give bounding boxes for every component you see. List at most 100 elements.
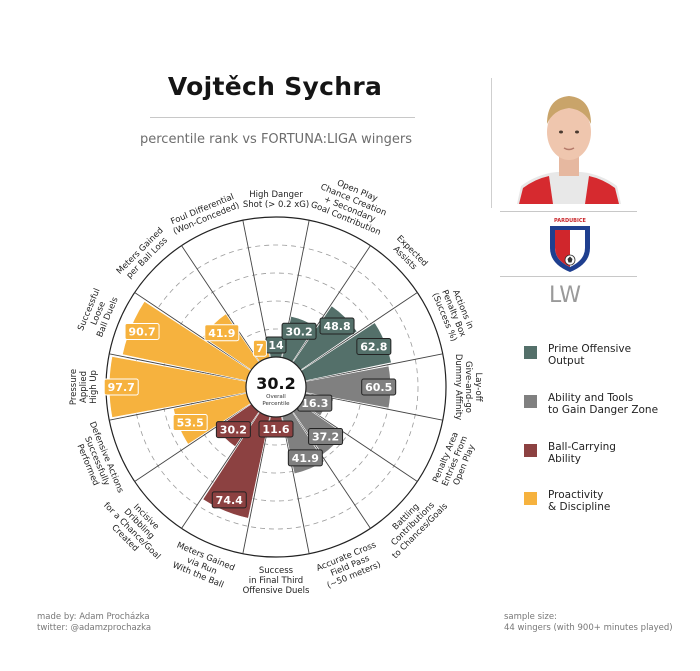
value-label-text: 60.5	[365, 381, 392, 394]
radar-spoke	[300, 292, 418, 371]
value-label: 11.6	[258, 420, 294, 438]
value-label-text: 90.7	[128, 326, 155, 339]
crest-text: PARDUBICE	[554, 218, 586, 224]
credit-author: made by: Adam Procházka	[37, 612, 150, 622]
category-label-line: Lay-off	[473, 372, 483, 402]
category-label: Foul Differential(Won-Conceded)	[169, 192, 240, 237]
radar-spoke	[281, 416, 310, 554]
radar-spoke	[109, 392, 247, 421]
overall-percentile-value: 30.2	[256, 374, 295, 393]
legend-label: Ability and Tools to Gain Danger Zone	[548, 392, 659, 416]
player-position: LW	[549, 283, 581, 308]
value-label: 30.2	[215, 421, 251, 439]
credit: made by: Adam Procházka twitter: @adamzp…	[37, 612, 151, 634]
radar-spoke	[305, 353, 443, 382]
value-label-box	[361, 378, 397, 396]
radar-spoke	[134, 292, 252, 371]
value-label: 7	[252, 339, 267, 357]
radar-spoke	[300, 403, 418, 482]
category-label-line: Success	[259, 566, 294, 576]
overall-percentile-label: Overall	[266, 394, 286, 400]
value-label-box	[252, 339, 267, 357]
pardubice-crest-icon: PARDUBICE	[550, 218, 590, 272]
value-label-box	[281, 322, 317, 340]
radar-spoke	[292, 245, 371, 363]
value-label-text: 41.9	[208, 327, 235, 340]
category-label-line: Dummy Affinity	[453, 354, 463, 420]
value-label: 62.8	[356, 337, 392, 355]
legend-label: Prime Offensive Output	[548, 343, 632, 367]
legend-label: Proactivity & Discipline	[548, 489, 611, 513]
value-label: 74.4	[211, 491, 247, 509]
value-label-box	[287, 449, 323, 467]
category-label-line: Offensive Duels	[243, 586, 310, 596]
value-label: 37.2	[308, 428, 344, 446]
player-photo-icon	[513, 74, 625, 204]
value-label-box	[211, 491, 247, 509]
value-label-text: 30.2	[285, 325, 312, 338]
value-label-text: 62.8	[360, 340, 387, 353]
photo-divider	[500, 211, 637, 212]
value-label: 97.7	[103, 378, 139, 396]
value-label: 16.3	[297, 394, 333, 412]
value-label-box	[356, 337, 392, 355]
category-label-line: High Danger	[249, 190, 303, 200]
value-label: 41.9	[204, 324, 240, 342]
title-divider	[150, 117, 415, 118]
value-label-box	[172, 414, 208, 432]
value-label: 53.5	[172, 414, 208, 432]
value-label-text: 48.8	[323, 320, 350, 333]
radar-spoke	[242, 416, 271, 554]
category-label-line: Applied	[79, 371, 89, 403]
crest-divider	[500, 276, 637, 277]
radar-spoke	[134, 403, 252, 482]
legend-swatch	[524, 346, 537, 359]
value-label-box	[258, 420, 294, 438]
category-label-line: Shot (> 0.2 xG)	[243, 200, 309, 210]
radar-spoke	[181, 245, 260, 363]
center-hub	[245, 356, 307, 418]
value-label: 41.9	[287, 449, 323, 467]
radar-spoke	[242, 220, 271, 358]
category-label-line: Give-and-go	[463, 361, 473, 413]
value-label-text: 16.3	[301, 397, 328, 410]
category-label: Pressure Applied High Up	[69, 369, 99, 405]
value-label-box	[319, 317, 355, 335]
sample-size-label: sample size:	[504, 612, 557, 622]
value-label-text: 41.9	[292, 452, 319, 465]
value-label-box	[103, 378, 139, 396]
value-label-box	[124, 323, 160, 341]
value-label-box	[215, 421, 251, 439]
page-title: Vojtěch Sychra	[167, 72, 383, 101]
value-label-text: 11.6	[262, 423, 289, 436]
value-label: 30.2	[281, 322, 317, 340]
value-label: 90.7	[124, 323, 160, 341]
legend-swatch	[524, 395, 537, 408]
radar-spoke	[109, 353, 247, 382]
category-label-line: in Final Third	[249, 576, 303, 586]
category-label-line: Pressure	[69, 369, 79, 405]
value-label-text: 74.4	[216, 494, 243, 507]
value-label-box	[204, 324, 240, 342]
value-label: 60.5	[361, 378, 397, 396]
legend-swatch	[524, 444, 537, 457]
value-label-box	[308, 428, 344, 446]
overall-percentile-label: Percentile	[262, 401, 290, 407]
legend-swatch	[524, 492, 537, 505]
credit-twitter: twitter: @adamzprochazka	[37, 623, 152, 633]
value-label-text: 37.2	[312, 431, 339, 444]
value-label: 48.8	[319, 317, 355, 335]
value-label-text: 53.5	[177, 417, 204, 430]
